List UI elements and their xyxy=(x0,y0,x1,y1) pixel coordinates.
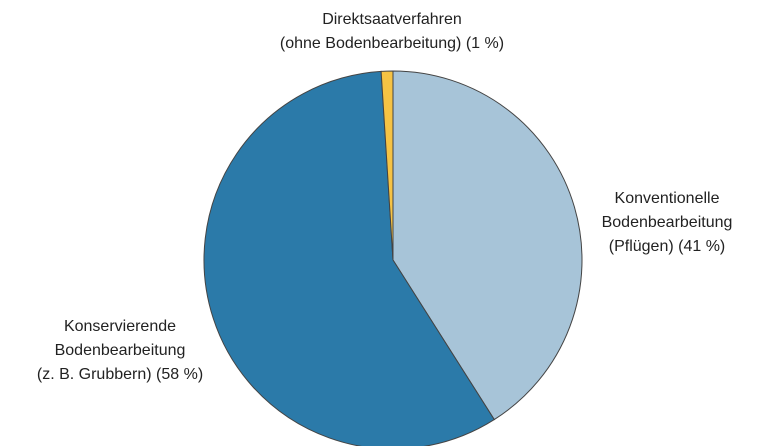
slice-label: Konservierende xyxy=(64,318,176,335)
slice-label: Direktsaatverfahren xyxy=(322,11,462,28)
slice-label: (ohne Bodenbearbeitung) (1 %) xyxy=(280,35,504,52)
slice-label: Bodenbearbeitung xyxy=(602,214,733,231)
value-label: (41 %) xyxy=(678,238,725,255)
pie-slice xyxy=(203,70,495,446)
slice-label: Bodenbearbeitung xyxy=(55,342,186,359)
pie-slice xyxy=(392,70,583,421)
label-text: Direktsaatverfahren xyxy=(322,11,462,28)
slice-label: (Pflügen) (41 %) xyxy=(609,238,726,255)
label-text: (ohne Bodenbearbeitung) xyxy=(280,35,461,52)
value-label: (1 %) xyxy=(466,35,504,52)
label-text: (Pflügen) xyxy=(609,238,674,255)
slice-label: Konventionelle xyxy=(615,190,720,207)
slice-label: (z. B. Grubbern) (58 %) xyxy=(37,366,203,383)
label-text: Bodenbearbeitung xyxy=(602,214,733,231)
value-label: (58 %) xyxy=(156,366,203,383)
label-text: Bodenbearbeitung xyxy=(55,342,186,359)
pie-slice xyxy=(380,70,394,261)
label-text: Konventionelle xyxy=(615,190,720,207)
label-text: (z. B. Grubbern) xyxy=(37,366,152,383)
label-text: Konservierende xyxy=(64,318,176,335)
